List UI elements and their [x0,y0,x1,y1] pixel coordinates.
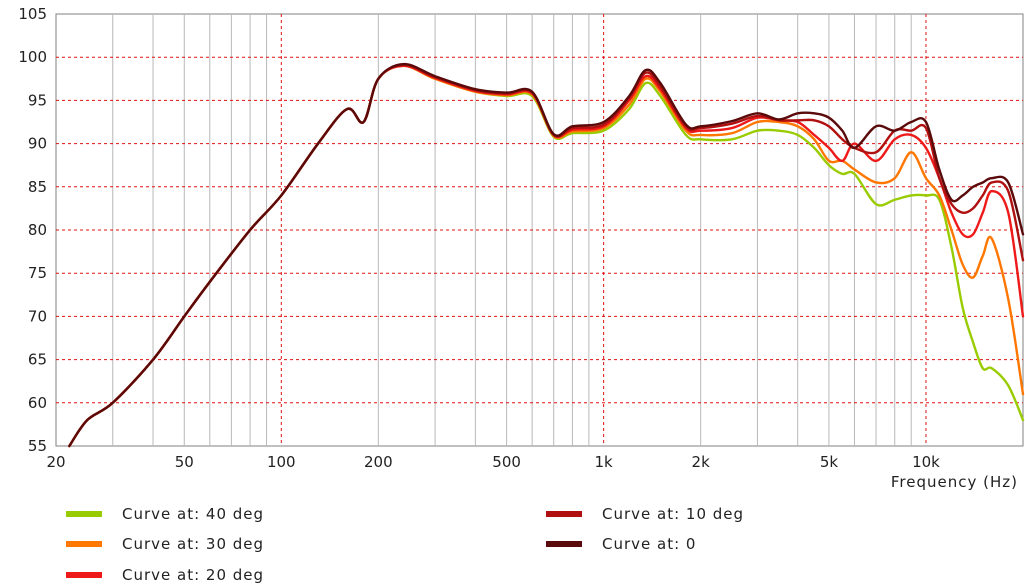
x-tick-label: 1k [595,453,614,471]
series-line-4 [68,62,1025,448]
x-tick-label: 100 [267,453,296,471]
y-tick-label: 85 [28,178,47,196]
y-tick-label: 95 [28,91,47,109]
y-tick-label: 100 [18,48,47,66]
x-tick-label: 50 [175,453,194,471]
y-tick-label: 70 [28,307,47,325]
x-tick-label: 200 [364,453,393,471]
minor-gridlines [112,14,912,446]
y-tick-label: 65 [28,351,47,369]
y-axis-ticks: 55 60 65 70 75 80 85 90 95 100 105 [18,5,47,455]
series-lines [68,62,1025,448]
x-axis-label: Frequency (Hz) [891,473,1018,491]
major-gridlines [56,14,1023,446]
y-tick-label: 80 [28,221,47,239]
y-tick-label: 75 [28,264,47,282]
x-tick-label: 500 [492,453,521,471]
x-tick-label: 10k [912,453,940,471]
x-tick-label: 2k [692,453,711,471]
y-tick-label: 60 [28,394,47,412]
y-tick-label: 90 [28,135,47,153]
x-axis-ticks: 20 50 100 200 500 1k 2k 5k 10k [46,453,940,471]
y-tick-label: 55 [28,437,47,455]
x-tick-label: 20 [46,453,65,471]
x-tick-label: 5k [820,453,839,471]
y-tick-label: 105 [18,5,47,23]
